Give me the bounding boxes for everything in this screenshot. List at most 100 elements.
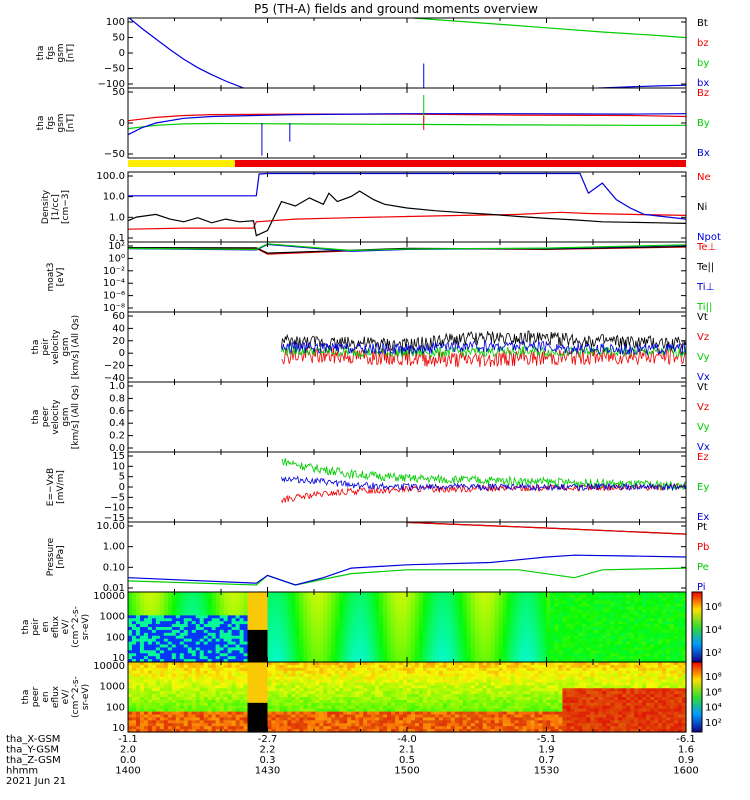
heatmap-cell <box>650 594 655 599</box>
heatmap-cell <box>339 635 344 640</box>
heatmap-cell <box>399 594 404 599</box>
heatmap-cell <box>199 612 205 616</box>
heatmap-cell <box>155 627 161 631</box>
heatmap-cell <box>139 659 145 663</box>
heatmap-cell <box>131 635 137 640</box>
heatmap-cell <box>211 720 217 724</box>
heatmap-cell <box>215 697 221 701</box>
heatmap-cell <box>546 594 552 599</box>
heatmap-cell <box>199 659 205 663</box>
heatmap-cell <box>199 676 205 681</box>
heatmap-cell <box>434 621 440 625</box>
heatmap-cell <box>371 609 376 614</box>
heatmap-cell <box>299 644 304 649</box>
heatmap-cell <box>291 621 296 625</box>
heatmap-cell <box>239 603 245 608</box>
heatmap-cell <box>187 615 193 619</box>
heatmap-cell <box>646 597 651 602</box>
heatmap-cell <box>486 624 492 628</box>
heatmap-cell <box>243 653 249 657</box>
heatmap-cell <box>586 644 591 649</box>
heatmap-cell <box>267 615 273 619</box>
heatmap-cell <box>331 641 336 646</box>
heatmap-cell <box>602 615 607 619</box>
heatmap-cell <box>247 600 253 605</box>
heatmap-cell <box>271 682 277 686</box>
heatmap-cell <box>566 659 572 663</box>
heatmap-cell <box>191 717 197 721</box>
heatmap-cell <box>674 624 679 628</box>
heatmap-cell <box>510 606 516 611</box>
heatmap-cell <box>279 723 285 727</box>
heatmap-cell <box>454 627 460 631</box>
heatmap-cell <box>271 600 277 605</box>
heatmap-cell <box>128 688 133 692</box>
heatmap-cell <box>263 624 269 628</box>
heatmap-cell <box>267 662 273 666</box>
y-axis-label: (cm^2-s- <box>71 606 81 648</box>
heatmap-cell <box>275 714 281 719</box>
heatmap-cell <box>371 618 376 622</box>
heatmap-cell <box>654 659 659 663</box>
heatmap-cell <box>387 609 392 614</box>
heatmap-cell <box>275 699 281 704</box>
heatmap-cell <box>211 723 217 727</box>
heatmap-cell <box>163 629 169 634</box>
heatmap-cell <box>554 647 560 651</box>
heatmap-cell <box>422 635 428 640</box>
heatmap-cell <box>422 644 428 649</box>
heatmap-cell <box>522 612 528 616</box>
heatmap-cell <box>183 705 189 710</box>
heatmap-cell <box>159 691 165 695</box>
heatmap-cell <box>279 720 285 724</box>
heatmap-cell <box>203 624 209 628</box>
heatmap-cell <box>227 629 233 634</box>
heatmap-cell <box>135 641 141 646</box>
y-axis-label: peir <box>41 338 51 356</box>
heatmap-cell <box>418 656 424 660</box>
y-axis-label: gsm <box>61 337 71 356</box>
heatmap-cell <box>327 650 332 654</box>
heatmap-cell <box>135 705 141 710</box>
heatmap-cell <box>626 638 631 643</box>
heatmap-cell <box>235 723 241 727</box>
heatmap-cell <box>426 615 432 619</box>
heatmap-cell <box>458 594 464 599</box>
heatmap-cell <box>128 729 133 733</box>
heatmap-cell <box>674 656 679 660</box>
y-tick-label: −20 <box>104 361 125 372</box>
heatmap-cell <box>279 615 285 619</box>
heatmap-cell <box>426 644 432 649</box>
heatmap-cell <box>363 653 368 657</box>
heatmap-cell <box>295 708 300 713</box>
heatmap-cell <box>383 621 388 625</box>
heatmap-cell <box>267 670 273 675</box>
heatmap-cell <box>574 641 579 646</box>
heatmap-cell <box>235 702 241 707</box>
heatmap-cell <box>135 629 141 634</box>
heatmap-cell <box>267 702 273 707</box>
heatmap-cell <box>387 594 392 599</box>
heatmap-cell <box>339 659 344 663</box>
y-axis-label: [nPa] <box>56 545 66 568</box>
heatmap-cell <box>395 627 400 631</box>
heatmap-cell <box>295 699 300 704</box>
heatmap-cell <box>682 594 687 599</box>
heatmap-cell <box>263 627 269 631</box>
heatmap-cell <box>399 632 404 637</box>
y-axis-label: [cm−3] <box>61 190 71 224</box>
heatmap-cell <box>239 647 245 651</box>
heatmap-cell <box>275 717 281 721</box>
heatmap-cell <box>175 621 181 625</box>
heatmap-cell <box>566 592 572 596</box>
heatmap-cell <box>359 615 364 619</box>
heatmap-cell <box>438 592 444 596</box>
heatmap-cell <box>558 600 564 605</box>
heatmap-cell <box>359 627 364 631</box>
heatmap-cell <box>283 711 289 716</box>
y-axis-label: peer <box>41 406 51 427</box>
mode-bar-segment <box>128 160 235 167</box>
heatmap-cell <box>163 699 169 704</box>
heatmap-cell <box>263 723 269 727</box>
heatmap-cell <box>518 650 524 654</box>
